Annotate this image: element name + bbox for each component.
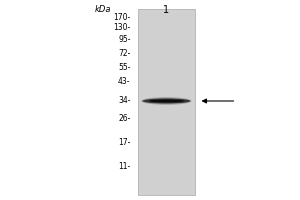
Text: 130-: 130-	[113, 23, 130, 32]
Text: 43-: 43-	[118, 77, 130, 86]
Text: 26-: 26-	[118, 114, 130, 123]
Text: 11-: 11-	[118, 162, 130, 171]
Text: kDa: kDa	[95, 5, 111, 14]
Text: 34-: 34-	[118, 96, 130, 105]
Ellipse shape	[148, 100, 184, 102]
Text: 17-: 17-	[118, 138, 130, 147]
Text: 72-: 72-	[118, 49, 130, 58]
Text: 170-: 170-	[113, 13, 130, 22]
Text: 95-: 95-	[118, 35, 130, 44]
Bar	[138, 9, 195, 195]
Text: 55-: 55-	[118, 63, 130, 72]
Text: 1: 1	[164, 5, 169, 15]
Ellipse shape	[141, 97, 191, 105]
Ellipse shape	[142, 98, 190, 104]
